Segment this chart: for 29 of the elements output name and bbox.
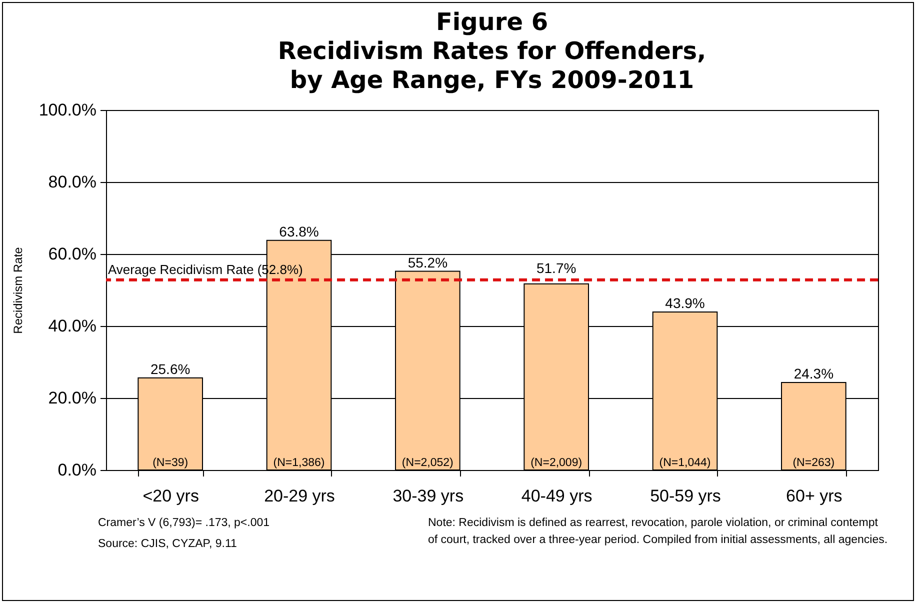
annotation: (N=2,052): [402, 457, 454, 469]
y-tick-label: 60.0%: [48, 244, 96, 264]
y-tick-label: 20.0%: [48, 388, 96, 408]
y-tick-label: 80.0%: [48, 172, 96, 192]
x-tick-label: 40-49 yrs: [521, 486, 592, 506]
chart-title: Figure 6 Recidivism Rates for Offenders, by Age Range, FYs 2009-2011: [278, 8, 706, 94]
annotation: (N=263): [792, 457, 835, 469]
annotation: (N=1,044): [659, 457, 711, 469]
x-tick-label: <20 yrs: [142, 486, 199, 506]
data-label: 51.7%: [536, 260, 576, 276]
y-axis-title: Recidivism Rate: [10, 246, 25, 334]
data-label: 24.3%: [794, 366, 834, 382]
annotation: (N=1,386): [273, 457, 325, 469]
source-note: Source: CJIS, CYZAP, 9.11: [98, 537, 238, 552]
data-label: 63.8%: [279, 223, 319, 240]
x-tick-label: 50-59 yrs: [650, 486, 721, 506]
text: Cramer’s V (6,793)= .173, p<.001: [98, 516, 271, 531]
x-tick-label: 30-39 yrs: [392, 486, 464, 506]
x-tick-label: 20-29 yrs: [264, 486, 335, 506]
annotation: (N=2,009): [530, 457, 582, 469]
data-label: 43.9%: [665, 294, 705, 311]
text: Note: Recidivism is defined as rearrest, revocation, parole violation, or criminal contempt of court, tracked over a three-year period. Compiled from initial assessments, all agencies.: [428, 516, 888, 548]
y-tick-label: 0.0%: [58, 460, 96, 480]
annotation: (N=39): [152, 457, 188, 469]
y-tick-label: 100.0%: [38, 100, 96, 120]
data-label: 25.6%: [150, 360, 190, 377]
y-tick-label: 40.0%: [48, 316, 96, 336]
data-label: 55.2%: [408, 254, 448, 270]
x-tick-label: 60+ yrs: [786, 486, 842, 506]
